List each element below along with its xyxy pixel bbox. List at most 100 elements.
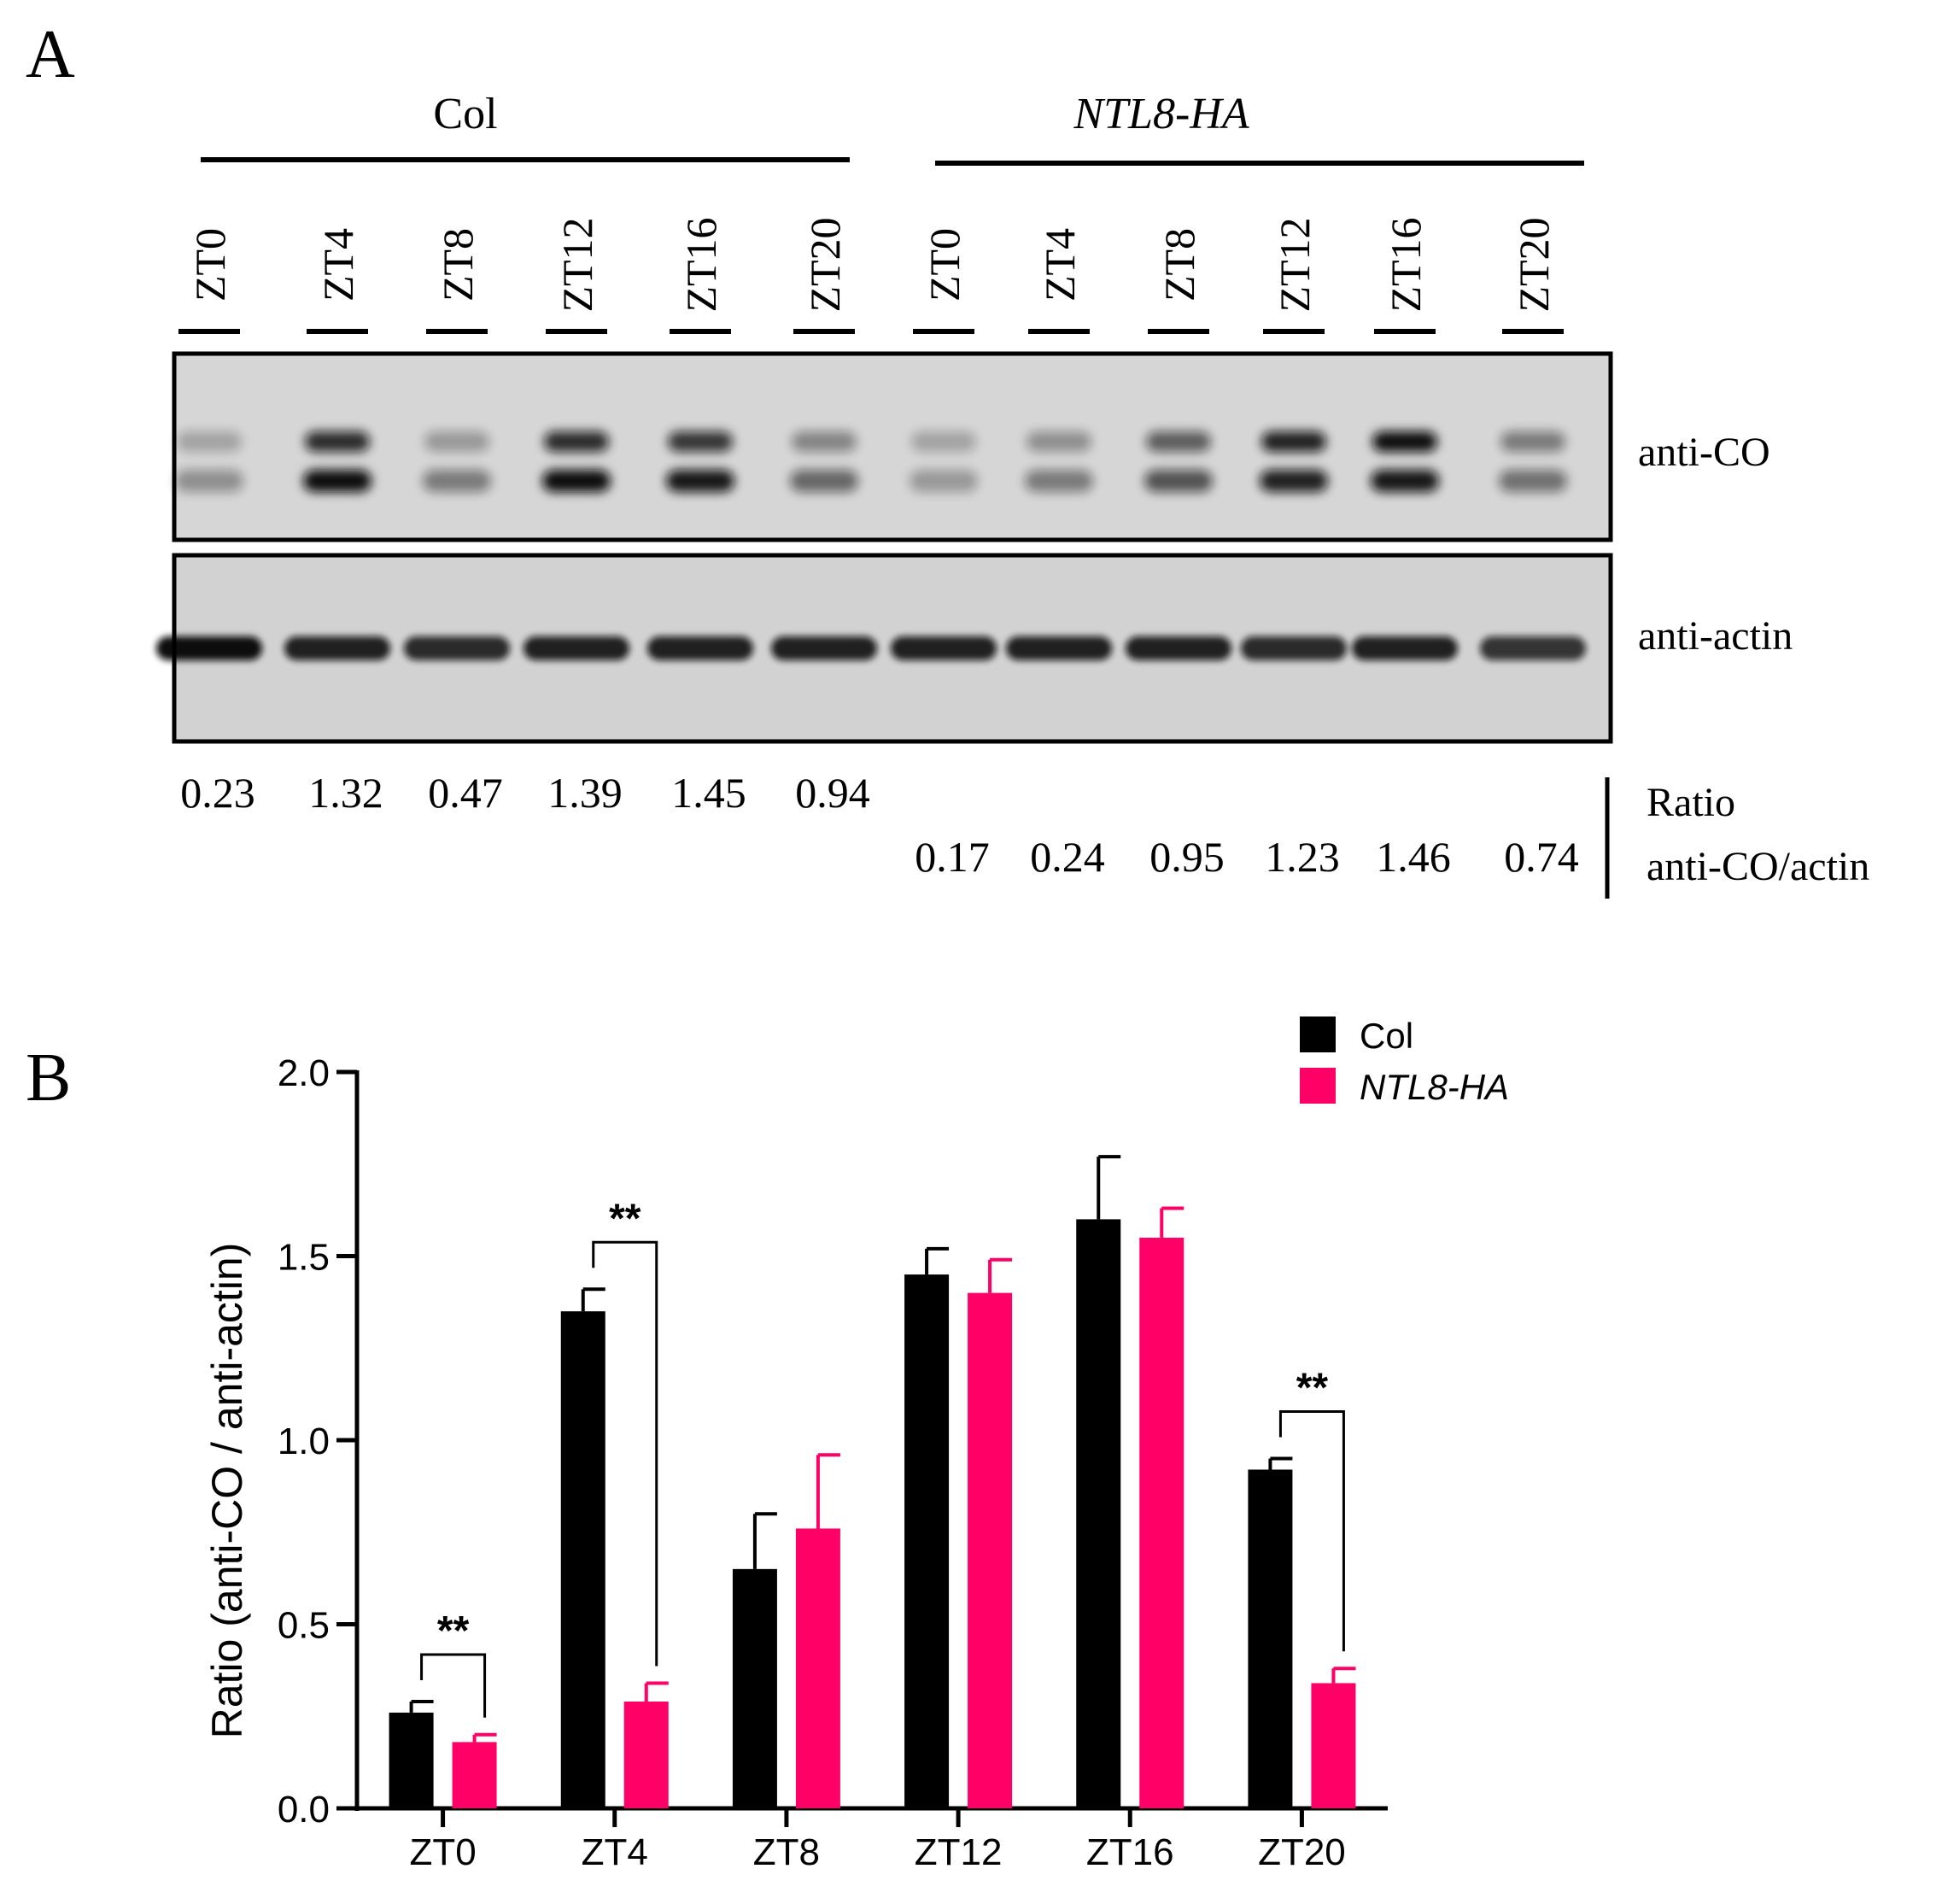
ratio-value-col: 0.94 <box>795 769 870 817</box>
lane-label: ZT16 <box>1382 217 1430 312</box>
ratio-value-ntl8: 1.46 <box>1376 833 1451 881</box>
blot-anti-co-bands <box>175 431 1567 492</box>
ratio-title-line1: Ratio <box>1647 780 1735 825</box>
ratio-value-col: 0.47 <box>428 769 503 817</box>
band-anti-co-upper <box>1027 431 1091 452</box>
ratio-value-ntl8: 0.95 <box>1149 833 1225 881</box>
panel-b-label: B <box>26 1040 71 1116</box>
band-anti-co-lower <box>1499 470 1567 492</box>
y-tick-label: 2.0 <box>278 1052 330 1094</box>
legend-swatch-col <box>1300 1016 1336 1052</box>
band-anti-co-upper <box>544 431 609 452</box>
band-anti-actin <box>284 636 390 660</box>
blot-anti-co-background <box>174 354 1611 540</box>
band-anti-co-upper <box>305 431 370 452</box>
blot-anti-actin <box>156 553 1613 744</box>
panel-b-bar-chart: B Ratio (anti-CO / anti-actin) 0.0 0.5 1.0… <box>26 1016 1509 1873</box>
band-anti-actin <box>1126 636 1231 660</box>
x-axis: ZT0 ZT4 ZT8 ZT12 ZT16 ZT20 <box>355 1806 1388 1873</box>
band-anti-co-lower <box>666 470 734 492</box>
band-anti-co-lower <box>1371 470 1439 492</box>
band-anti-co-lower <box>542 470 611 492</box>
band-anti-co-upper <box>1261 431 1326 452</box>
panel-a-label: A <box>26 17 75 92</box>
blot-anti-actin-bands <box>156 636 1586 660</box>
x-tick-label: ZT4 <box>582 1831 648 1873</box>
band-anti-actin <box>156 636 262 660</box>
band-anti-actin <box>891 636 997 660</box>
blot-anti-actin-frame <box>172 553 1613 744</box>
significance-bracket <box>592 1240 658 1667</box>
blot-anti-co-frame <box>172 351 1613 542</box>
bar-ntl8 <box>1139 1237 1185 1808</box>
lane-label: ZT0 <box>186 228 234 302</box>
significance-bracket <box>1278 1410 1345 1652</box>
lane-label: ZT20 <box>801 217 849 312</box>
lane-label: ZT4 <box>314 228 362 302</box>
lane-label: ZT20 <box>1510 217 1558 312</box>
band-anti-actin <box>1480 636 1586 660</box>
band-anti-co-upper <box>1146 431 1211 452</box>
y-axis-label: Ratio (anti-CO / anti-actin) <box>203 1243 251 1739</box>
x-tick-label: ZT0 <box>409 1831 476 1873</box>
blot-anti-co <box>172 351 1613 542</box>
ratio-value-col: 1.32 <box>308 769 383 817</box>
band-anti-co-upper <box>1500 431 1565 452</box>
bar-col <box>560 1311 605 1808</box>
band-anti-co-upper <box>911 431 976 452</box>
bar-col <box>1076 1219 1121 1808</box>
ratio-value-ntl8: 0.74 <box>1504 833 1579 881</box>
band-anti-actin <box>1352 636 1458 660</box>
lane-label: ZT0 <box>921 228 968 302</box>
blot-label-anti-actin: anti-actin <box>1638 613 1793 659</box>
y-tick-label: 1.0 <box>278 1421 330 1462</box>
ratio-value-col: 0.23 <box>180 769 255 817</box>
bars <box>389 1155 1356 1808</box>
band-anti-actin <box>1241 636 1347 660</box>
lane-label: ZT12 <box>553 217 601 312</box>
ratio-title-line2: anti-CO/actin <box>1647 844 1869 889</box>
legend: Col NTL8-HA <box>1300 1016 1509 1107</box>
x-tick-label: ZT8 <box>753 1831 820 1873</box>
lane-label: ZT4 <box>1036 228 1084 302</box>
x-tick-label: ZT16 <box>1086 1831 1174 1873</box>
ratio-value-ntl8: 1.23 <box>1265 833 1340 881</box>
group-label-ntl8: NTL8-HA <box>1073 90 1249 138</box>
bar-ntl8 <box>968 1292 1013 1808</box>
band-anti-co-lower <box>175 470 243 492</box>
significance-label: ** <box>1296 1366 1329 1411</box>
x-tick-label: ZT20 <box>1258 1831 1346 1873</box>
ratio-value-ntl8: 0.24 <box>1030 833 1105 881</box>
bar-col <box>1248 1469 1293 1808</box>
band-anti-actin <box>771 636 877 660</box>
bar-col <box>732 1568 777 1808</box>
band-anti-actin <box>647 636 753 660</box>
ratio-values-col: 0.23 1.32 0.47 1.39 1.45 0.94 <box>180 769 870 817</box>
band-anti-co-upper <box>668 431 733 452</box>
band-anti-co-upper <box>1372 431 1437 452</box>
legend-swatch-ntl8 <box>1300 1068 1336 1104</box>
bar-ntl8 <box>623 1702 669 1808</box>
bar-ntl8 <box>1311 1683 1356 1808</box>
band-anti-co-lower <box>1260 470 1328 492</box>
y-tick-label: 0.5 <box>278 1605 330 1647</box>
band-anti-co-upper <box>177 431 242 452</box>
x-tick-label: ZT12 <box>915 1831 1003 1873</box>
band-anti-co-lower <box>1144 470 1213 492</box>
band-anti-co-upper <box>424 431 489 452</box>
significance-bracket <box>420 1653 487 1718</box>
blot-label-anti-co: anti-CO <box>1638 430 1770 475</box>
lane-label: ZT12 <box>1271 217 1319 312</box>
y-tick-label: 0.0 <box>278 1789 330 1831</box>
lane-label: ZT8 <box>434 228 482 302</box>
band-anti-co-lower <box>790 470 858 492</box>
band-anti-co-lower <box>303 470 371 492</box>
legend-label-col: Col <box>1360 1016 1413 1056</box>
band-anti-co-upper <box>792 431 857 452</box>
bar-ntl8 <box>452 1742 497 1808</box>
band-anti-co-lower <box>423 470 491 492</box>
significance-label: ** <box>609 1196 641 1241</box>
legend-label-ntl8: NTL8-HA <box>1360 1067 1509 1107</box>
ratio-value-ntl8: 0.17 <box>915 833 990 881</box>
